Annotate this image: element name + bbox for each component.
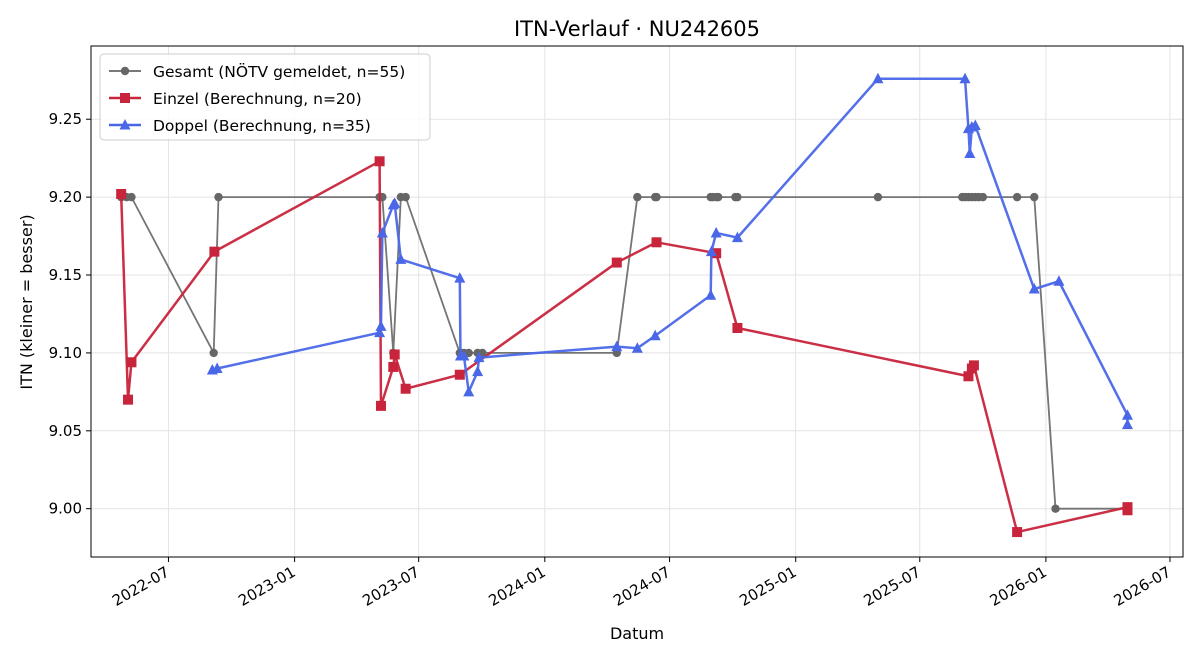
legend-marker	[119, 119, 131, 130]
data-point	[374, 326, 386, 338]
data-point	[458, 350, 470, 361]
plot-frame	[90, 45, 1184, 558]
data-point	[464, 348, 473, 358]
data-point	[631, 342, 643, 353]
y-tick-label: 9.05	[49, 422, 82, 440]
data-point	[1121, 418, 1133, 430]
data-point	[633, 192, 642, 202]
data-point	[126, 357, 137, 368]
data-point	[611, 257, 622, 268]
x-axis-label: Datum	[610, 624, 664, 643]
data-point	[454, 369, 465, 380]
data-point	[209, 348, 218, 358]
data-point	[389, 349, 400, 360]
x-tick-label: 2024-01	[486, 563, 549, 610]
data-point	[127, 192, 136, 202]
data-point	[1028, 283, 1040, 294]
legend-label: Gesamt (NÖTV gemeldet, n=55)	[153, 62, 405, 81]
data-point	[705, 289, 717, 300]
x-tick-label: 2024-07	[610, 563, 673, 610]
data-point	[463, 385, 475, 397]
data-point	[649, 329, 661, 341]
series-layer	[116, 72, 1133, 538]
series-1	[116, 156, 1133, 538]
data-point	[375, 400, 386, 411]
x-tick-label: 2025-01	[736, 563, 799, 610]
legend-box	[99, 53, 431, 141]
data-point	[374, 156, 385, 167]
data-point	[732, 322, 743, 333]
y-tick-label: 9.15	[49, 266, 82, 284]
data-point	[400, 383, 411, 394]
x-axis: 2022-07 2023-01 2023-07 2024-01 2024-07 2025-…	[109, 557, 1174, 610]
data-point	[472, 365, 484, 377]
y-tick-label: 9.20	[49, 188, 82, 206]
data-point	[705, 245, 717, 257]
data-point	[733, 192, 742, 202]
y-tick-label: 9.10	[49, 344, 82, 362]
data-point	[652, 192, 661, 202]
data-point	[389, 197, 401, 208]
legend-label: Doppel (Berechnung, n=35)	[153, 117, 371, 135]
x-tick-label: 2026-01	[987, 563, 1050, 610]
data-point	[473, 351, 485, 363]
data-point	[401, 192, 410, 202]
data-point	[978, 192, 988, 202]
data-point	[714, 192, 723, 202]
y-axis-label: ITN (kleiner = besser)	[17, 214, 36, 389]
chart-title: ITN-Verlauf · NU242605	[514, 17, 760, 41]
data-point	[872, 72, 884, 84]
data-point	[969, 119, 981, 130]
data-point	[123, 394, 134, 405]
data-point	[209, 246, 220, 257]
data-point	[651, 237, 662, 248]
y-axis: 9.00 9.05 9.10 9.15 9.20 9.25	[49, 110, 91, 518]
x-tick-label: 2022-07	[109, 563, 172, 610]
x-tick-label: 2025-07	[860, 563, 923, 610]
data-point	[1053, 275, 1065, 286]
data-point	[454, 272, 466, 283]
data-point	[388, 361, 399, 372]
data-point	[214, 192, 223, 202]
legend-marker	[120, 93, 130, 103]
x-tick-label: 2023-01	[235, 563, 298, 610]
legend-label: Einzel (Berechnung, n=20)	[153, 90, 362, 108]
y-tick-label: 9.25	[49, 110, 82, 128]
data-point	[1051, 504, 1060, 513]
data-point	[710, 226, 722, 238]
series-2	[206, 72, 1133, 430]
data-point	[1012, 527, 1023, 538]
data-point	[1121, 409, 1133, 420]
data-point	[711, 248, 722, 259]
y-tick-label: 9.00	[49, 500, 82, 518]
x-tick-label: 2026-07	[1111, 563, 1174, 610]
data-point	[873, 192, 883, 202]
data-point	[1012, 192, 1022, 202]
data-point	[963, 371, 974, 382]
legend: Gesamt (NÖTV gemeldet, n=55) Einzel (Bere…	[99, 53, 431, 141]
data-point	[395, 253, 407, 264]
data-point	[1030, 192, 1039, 202]
data-point	[959, 72, 971, 84]
data-point	[968, 360, 979, 371]
data-point	[731, 231, 743, 243]
data-point	[964, 147, 976, 158]
data-point	[375, 320, 387, 331]
data-point	[211, 362, 223, 373]
data-point	[1122, 505, 1133, 516]
data-point	[611, 340, 623, 352]
data-point	[376, 226, 388, 238]
legend-marker	[120, 66, 130, 76]
x-tick-label: 2023-07	[359, 563, 422, 610]
series-0	[116, 192, 1132, 513]
data-point	[116, 189, 127, 200]
